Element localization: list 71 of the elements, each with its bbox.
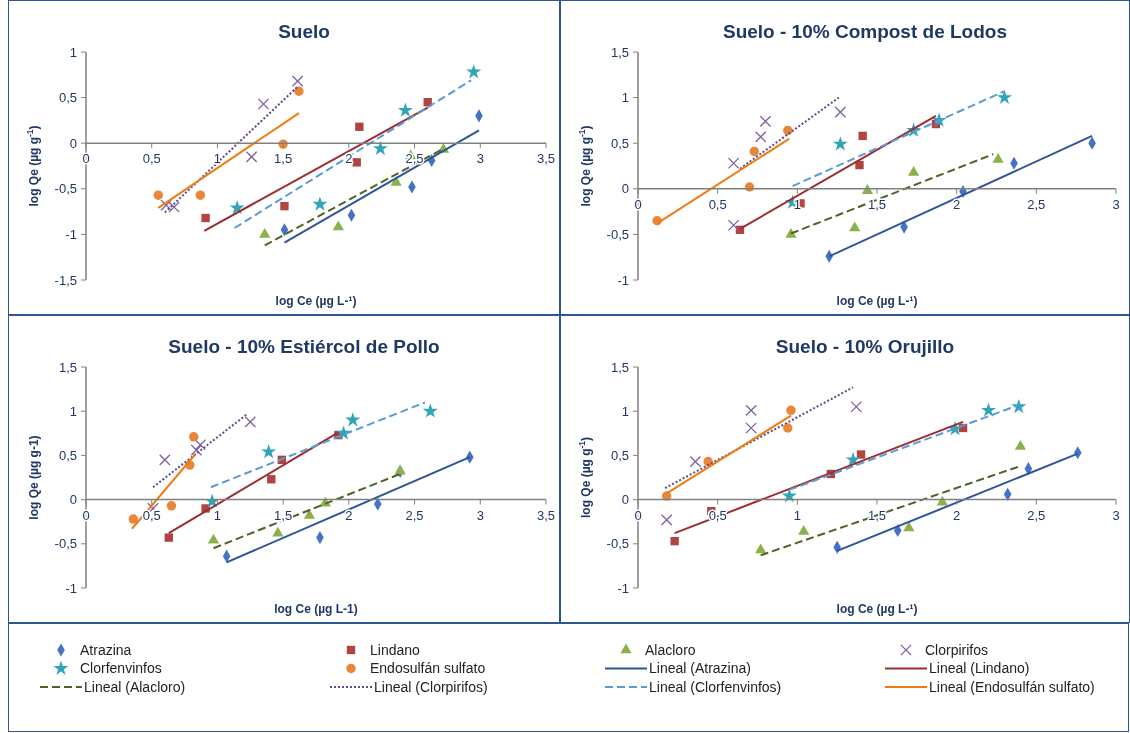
x-tick-label: 2,5: [405, 507, 424, 523]
y-tick-label: 0,5: [58, 90, 77, 106]
y-tick-label: -1: [65, 580, 77, 596]
y-tick-label: 1: [69, 44, 77, 60]
x-tick-label: 0,5: [708, 196, 727, 212]
x-tick-label: 1: [213, 151, 222, 167]
y-tick-label: -1: [617, 580, 629, 596]
legend-label: Clorpirifos: [925, 641, 989, 658]
x-tick-label: 0,5: [142, 507, 161, 523]
x-tick-label: 1: [793, 507, 801, 523]
x-tick-label: 0: [82, 507, 90, 523]
x-axis-title: log Ce (µg L-1): [274, 602, 358, 616]
chart-title: Suelo - 10% Compost de Lodos: [723, 21, 1007, 42]
x-tick-label: 1,5: [867, 196, 887, 212]
legend-label: Lineal (Endosulfán sulfato): [929, 678, 1095, 695]
y-tick-label: 1,5: [610, 44, 629, 60]
x-tick-label: 3: [476, 507, 484, 523]
x-tick-label: 2,5: [1027, 507, 1046, 523]
x-tick-label: 1: [213, 507, 222, 523]
y-axis-title: log Qe (µg g-1): [27, 435, 41, 520]
y-tick-label: -0,5: [54, 181, 77, 197]
x-tick-label: 3: [476, 151, 484, 167]
x-tick-label: 0: [82, 151, 90, 167]
chart-title: Suelo - 10% Orujillo: [775, 336, 955, 357]
legend-label: Clorfenvinfos: [80, 660, 162, 677]
legend-label: Lineal (Atrazina): [649, 660, 751, 677]
chart-title: Suelo - 10% Estiércol de Pollo: [168, 336, 440, 357]
y-tick-label: 0,5: [610, 447, 629, 463]
x-tick-label: 0,5: [142, 151, 161, 167]
x-tick-label: 3: [1112, 507, 1120, 523]
legend-label: Endosulfán sulfato: [370, 660, 486, 677]
legend-label: Lineal (Alacloro): [84, 678, 186, 695]
y-tick-label: -1: [617, 272, 629, 288]
x-tick-label: 2: [953, 507, 961, 523]
y-tick-label: 0,5: [610, 135, 629, 151]
x-axis-title: log Ce (µg L-¹): [836, 602, 918, 616]
chart-title: Suelo: [278, 21, 330, 42]
legend-label: Lineal (Clorfenvinfos): [649, 678, 782, 695]
x-axis-title: log Ce (µg L-¹): [275, 294, 357, 308]
y-tick-label: -0,5: [606, 536, 629, 552]
x-tick-label: 2,5: [1027, 196, 1046, 212]
x-axis-title: log Ce (µg L-¹): [836, 294, 918, 308]
x-tick-label: 3,5: [536, 151, 556, 167]
y-tick-label: 1: [621, 403, 629, 419]
x-tick-label: 2: [345, 507, 353, 523]
x-tick-label: 1,5: [274, 507, 293, 523]
y-tick-label: 1,5: [58, 359, 77, 375]
y-tick-label: -0,5: [606, 226, 629, 242]
legend-label: Alacloro: [645, 641, 696, 658]
y-tick-label: 1,5: [610, 359, 629, 375]
legend-label: Atrazina: [80, 641, 132, 658]
y-tick-label: -0,5: [54, 536, 77, 552]
y-tick-label: 0: [69, 135, 77, 151]
x-tick-label: 0: [634, 196, 642, 212]
y-tick-label: 0: [621, 492, 629, 508]
x-tick-label: 1,5: [867, 507, 887, 523]
legend-label: Lindano: [370, 641, 421, 658]
legend-label: Lineal (Lindano): [929, 660, 1030, 677]
y-tick-label: 0: [621, 181, 629, 197]
y-tick-label: -1: [65, 226, 77, 242]
y-tick-label: 0: [69, 492, 77, 508]
x-tick-label: 3: [1112, 196, 1120, 212]
y-tick-label: 1: [621, 90, 629, 106]
x-tick-label: 0: [634, 507, 642, 523]
x-tick-label: 2: [953, 196, 961, 212]
y-tick-label: 0,5: [58, 447, 77, 463]
x-tick-label: 1,5: [274, 151, 293, 167]
y-tick-label: -1,5: [54, 272, 77, 288]
y-tick-label: 1: [69, 403, 77, 419]
x-tick-label: 3,5: [536, 507, 556, 523]
legend-label: Lineal (Clorpirifos): [374, 678, 488, 695]
